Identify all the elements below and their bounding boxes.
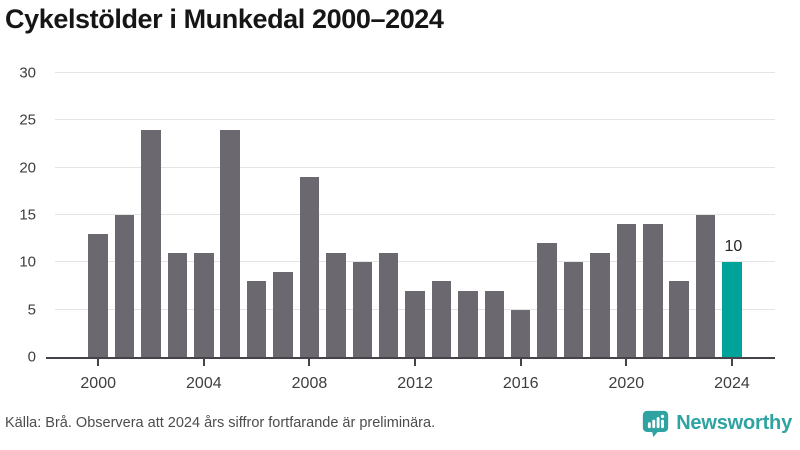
bar-slot-2018: [560, 73, 586, 357]
newsworthy-logo-text: Newsworthy: [676, 411, 792, 434]
y-tick-label-5: 5: [27, 301, 36, 319]
chart-title: Cykelstölder i Munkedal 2000–2024: [5, 4, 444, 34]
bar-2013: [431, 281, 452, 357]
bar-slot-2007: [270, 73, 296, 357]
bar-2019: [590, 252, 610, 357]
bar-slot-2021: [640, 73, 666, 357]
y-tick-label-25: 25: [19, 111, 36, 129]
bar-slot-2022: [666, 73, 692, 357]
bar-2011: [378, 252, 399, 357]
bar-slot-2000: 2000: [80, 73, 116, 392]
y-tick-label-15: 15: [19, 206, 36, 224]
bar-2002: [141, 129, 161, 357]
bar-2000: [88, 233, 108, 357]
bar-2020: [616, 224, 637, 357]
bar-slot-2023: [692, 73, 718, 357]
y-tick-label-30: 30: [19, 64, 36, 82]
bar-slot-2017: [534, 73, 560, 357]
bar-slot-2012: 2012: [397, 73, 433, 392]
bar-2007: [273, 271, 293, 357]
x-tick-label-2000: 2000: [80, 375, 116, 392]
bar-2001: [114, 215, 135, 357]
bar-slot-2024: 10 2024: [714, 73, 750, 392]
x-tick-label-2020: 2020: [608, 375, 645, 392]
x-tick-2012: [414, 359, 417, 366]
plot-area: 2000 2004 2008 2012 2016 2020 10 2024: [46, 72, 775, 392]
bar-2018: [563, 262, 584, 357]
x-tick-label-2016: 2016: [502, 375, 539, 392]
bar-slot-2014: [455, 73, 481, 357]
gridline-25: [55, 119, 775, 121]
bar-2023: [695, 215, 716, 357]
y-axis-labels: 0 5 10 15 20 25 30: [0, 66, 46, 365]
bar-slot-2020: 2020: [609, 73, 644, 392]
y-tick-label-10: 10: [19, 253, 36, 271]
bar-2014: [458, 290, 478, 357]
bar-2005: [220, 129, 240, 357]
x-tick-label-2024: 2024: [714, 375, 750, 392]
bar-slot-2010: [349, 73, 375, 357]
y-axis-zero-tick: [46, 357, 55, 359]
bar-slot-2016: 2016: [503, 73, 539, 392]
x-tick-2008: [308, 359, 311, 366]
bar-2010: [352, 262, 373, 357]
bar-slot-2005: [217, 73, 243, 357]
bar-slot-2003: [164, 73, 190, 357]
gridline-10: [55, 261, 775, 263]
bar-2017: [537, 243, 557, 357]
newsworthy-logo: Newsworthy: [642, 410, 792, 437]
source-note: Källa: Brå. Observera att 2024 års siffr…: [5, 415, 436, 431]
bar-2009: [326, 252, 346, 357]
bar-2024: [722, 262, 742, 357]
x-tick-2000: [97, 359, 100, 366]
bar-slot-2011: [375, 73, 401, 357]
bar-2015: [484, 290, 505, 357]
x-tick-2016: [519, 359, 522, 366]
bar-slot-2002: [138, 73, 164, 357]
bar-slot-2013: [428, 73, 454, 357]
bar-2022: [669, 281, 689, 357]
bar-slot-2001: [111, 73, 137, 357]
bar-2021: [642, 224, 663, 357]
gridline-20: [55, 166, 775, 168]
x-tick-label-2004: 2004: [186, 375, 222, 392]
bar-slot-2019: [587, 73, 613, 357]
x-tick-label-2008: 2008: [291, 375, 328, 392]
y-tick-label-0: 0: [27, 348, 36, 366]
y-tick-label-20: 20: [19, 159, 36, 177]
newsworthy-logo-icon: [643, 410, 669, 437]
bar-slot-2006: [243, 73, 269, 357]
bar-2003: [167, 252, 188, 357]
x-tick-2024: [730, 359, 733, 366]
bars-row: 2000 2004 2008 2012 2016 2020 10 2024: [55, 73, 775, 392]
bar-2012: [405, 290, 425, 357]
x-tick-2020: [625, 359, 628, 366]
footer: Källa: Brå. Observera att 2024 års siffr…: [0, 404, 800, 450]
gridline-15: [55, 214, 775, 215]
bar-2016: [510, 309, 531, 357]
bar-slot-2004: 2004: [186, 73, 222, 392]
gridline-30: [55, 72, 775, 73]
bar-2008: [299, 177, 320, 357]
bar-2004: [194, 252, 214, 357]
bar-2006: [246, 281, 267, 357]
bar-slot-2008: 2008: [292, 73, 327, 392]
bar-slot-2015: [481, 73, 507, 357]
x-tick-2004: [202, 359, 205, 366]
x-tick-label-2012: 2012: [397, 375, 433, 392]
bar-slot-2009: [323, 73, 349, 357]
bar-value-label-2024: 10: [724, 238, 743, 256]
